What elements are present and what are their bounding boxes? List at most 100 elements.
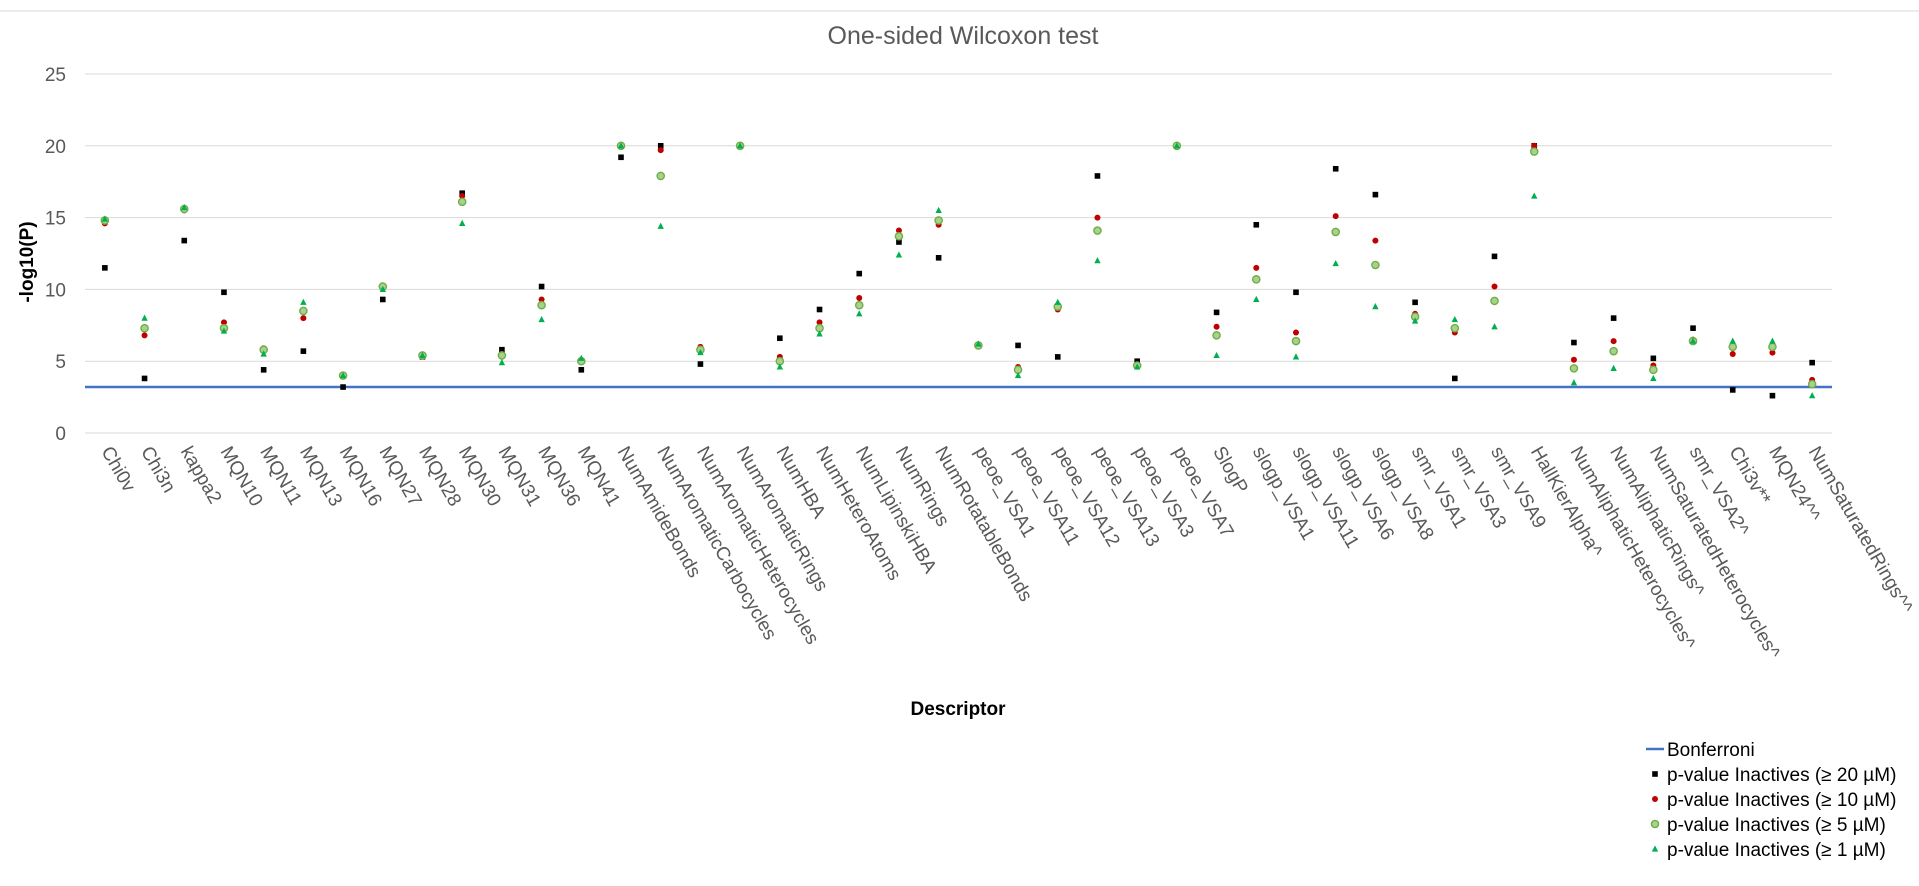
data-point xyxy=(1531,192,1538,199)
data-point xyxy=(1729,351,1736,358)
legend: Bonferroni p-value Inactives (≥ 20 µM) p-v… xyxy=(1646,740,1896,861)
data-point xyxy=(1212,331,1221,340)
data-point xyxy=(856,270,863,277)
data-point xyxy=(459,193,466,200)
data-point xyxy=(697,361,704,367)
data-point xyxy=(339,371,347,379)
y-tick-label: 0 xyxy=(55,424,66,445)
data-point xyxy=(1094,257,1101,264)
data-point xyxy=(895,251,903,258)
data-point xyxy=(1689,337,1697,344)
data-point xyxy=(141,332,148,339)
data-point xyxy=(419,351,426,359)
legend-swatch xyxy=(1651,845,1659,852)
data-point xyxy=(736,142,744,149)
data-point xyxy=(657,222,664,229)
y-tick-label: 10 xyxy=(45,280,66,301)
data-point xyxy=(935,255,942,261)
data-point xyxy=(1332,213,1339,220)
data-point xyxy=(141,375,148,382)
data-point xyxy=(1372,303,1379,310)
data-point xyxy=(1332,259,1339,267)
data-point xyxy=(657,143,664,149)
data-point xyxy=(1531,142,1538,149)
data-point xyxy=(1253,295,1260,303)
data-point xyxy=(1251,275,1261,284)
data-point xyxy=(656,171,666,181)
data-point xyxy=(1491,323,1498,330)
data-point xyxy=(1292,353,1300,360)
data-point xyxy=(1253,264,1260,271)
data-point xyxy=(816,319,823,326)
data-point xyxy=(260,350,267,357)
data-point xyxy=(458,219,466,226)
data-point xyxy=(1490,296,1499,306)
data-point xyxy=(1054,298,1061,305)
data-point xyxy=(934,216,943,225)
data-point xyxy=(1569,364,1579,373)
data-point xyxy=(1094,214,1101,221)
data-point xyxy=(181,237,188,244)
legend-label: p-value Inactives (≥ 20 µM) xyxy=(1667,765,1896,786)
data-point xyxy=(854,300,864,310)
data-point xyxy=(1054,354,1061,360)
legend-label: p-value Inactives (≥ 10 µM) xyxy=(1667,790,1896,811)
data-point xyxy=(1571,339,1577,346)
y-tick-label: 20 xyxy=(45,137,66,158)
data-point xyxy=(1451,315,1459,323)
legend-label: p-value Inactives (≥ 5 µM) xyxy=(1667,815,1886,836)
data-point xyxy=(220,319,227,326)
data-point xyxy=(1808,392,1816,399)
legend-swatch xyxy=(1652,796,1658,802)
data-point xyxy=(1213,309,1220,316)
data-point xyxy=(1729,337,1736,344)
data-point xyxy=(894,231,904,241)
data-point xyxy=(1173,142,1181,149)
data-point xyxy=(935,206,942,214)
data-point xyxy=(776,363,784,370)
data-point xyxy=(697,348,704,356)
data-point xyxy=(895,227,902,234)
legend-label-bonferroni: Bonferroni xyxy=(1667,740,1755,761)
data-point xyxy=(538,283,545,290)
data-point xyxy=(538,315,545,323)
data-point xyxy=(457,197,467,207)
chart-title: One-sided Wilcoxon test xyxy=(828,22,1099,50)
data-point xyxy=(379,285,386,292)
data-point xyxy=(1372,191,1379,198)
data-points xyxy=(100,141,1817,399)
y-tick-label: 15 xyxy=(45,209,66,230)
data-point xyxy=(1807,379,1817,389)
legend-swatch xyxy=(1652,771,1658,777)
data-point xyxy=(1529,147,1539,156)
legend-label: p-value Inactives (≥ 1 µM) xyxy=(1667,840,1886,861)
data-point xyxy=(379,296,386,303)
data-point xyxy=(777,335,783,342)
data-point xyxy=(617,142,625,149)
data-point xyxy=(1729,387,1736,393)
data-point xyxy=(1371,260,1380,270)
data-point xyxy=(1610,315,1617,321)
data-point xyxy=(1690,325,1696,331)
data-point xyxy=(220,327,228,334)
data-point xyxy=(1253,221,1260,228)
data-point xyxy=(1332,165,1339,172)
data-point xyxy=(1610,338,1617,345)
data-point xyxy=(141,314,148,321)
data-point xyxy=(1213,323,1220,330)
data-point xyxy=(1650,355,1657,362)
data-point xyxy=(1570,356,1577,363)
data-point xyxy=(1768,342,1777,352)
data-point xyxy=(1094,173,1101,179)
data-point xyxy=(816,330,823,337)
series-4 xyxy=(101,142,1816,399)
legend-swatch xyxy=(1650,819,1660,829)
data-point xyxy=(1650,374,1657,382)
x-axis-label: Descriptor xyxy=(910,699,1006,720)
data-point xyxy=(1015,342,1021,349)
y-axis-label: -log10(P) xyxy=(17,221,38,302)
data-point xyxy=(1014,371,1022,379)
data-point xyxy=(1491,283,1498,290)
